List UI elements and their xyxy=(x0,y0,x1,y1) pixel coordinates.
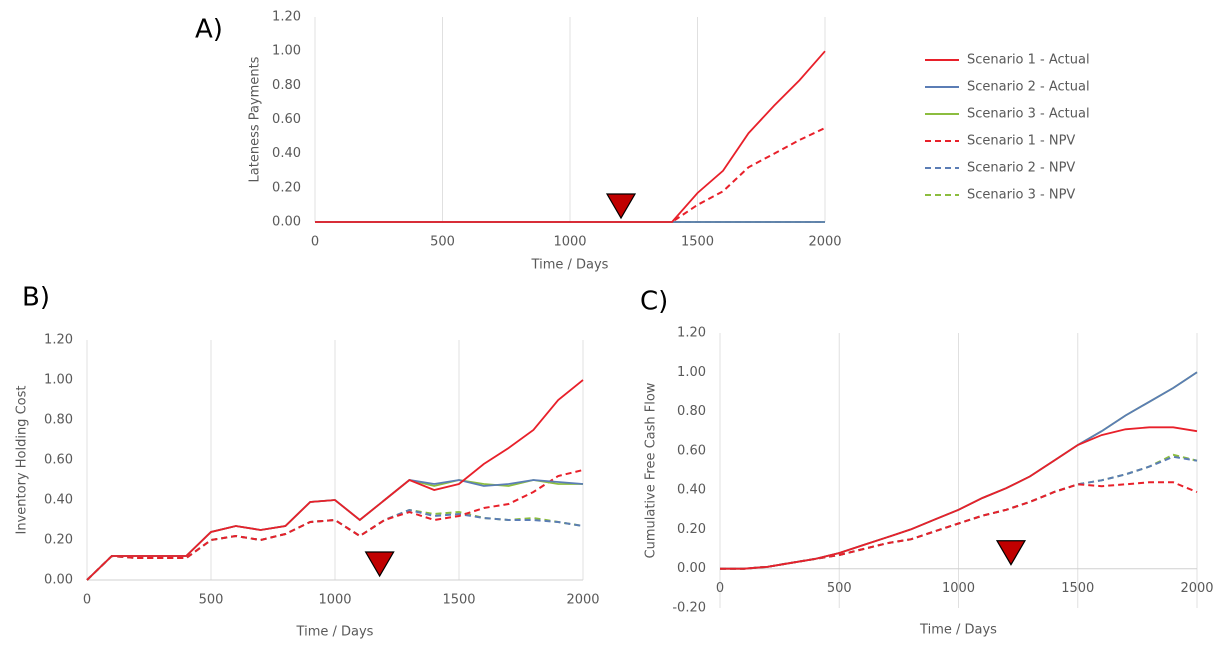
y-tick-label: 0.40 xyxy=(677,483,706,498)
x-tick-label: 1000 xyxy=(553,235,586,250)
panel-label: B) xyxy=(22,283,50,313)
event-marker xyxy=(364,551,395,578)
y-tick-label: 0.60 xyxy=(272,112,301,127)
y-tick-label: 1.20 xyxy=(677,326,706,341)
y-tick-label: 0.80 xyxy=(677,404,706,419)
y-tick-label: 1.00 xyxy=(44,373,73,388)
x-tick-label: 2000 xyxy=(566,593,599,608)
legend-label: Scenario 1 - Actual xyxy=(967,53,1090,68)
x-axis-label: Time / Days xyxy=(531,258,609,273)
x-tick-label: 0 xyxy=(311,235,319,250)
y-tick-label: 1.20 xyxy=(272,10,301,25)
legend-label: Scenario 3 - Actual xyxy=(967,107,1090,122)
x-axis-label: Time / Days xyxy=(296,625,374,640)
y-tick-label: 0.40 xyxy=(44,493,73,508)
event-marker xyxy=(995,540,1027,566)
x-tick-label: 1500 xyxy=(442,593,475,608)
x-tick-label: 2000 xyxy=(1180,581,1213,596)
series-line xyxy=(720,426,1198,570)
x-tick-label: 500 xyxy=(430,235,455,250)
y-tick-label: 0.80 xyxy=(44,413,73,428)
y-tick-label: 0.60 xyxy=(44,453,73,468)
y-tick-label: 1.20 xyxy=(44,333,73,348)
y-tick-label: 0.00 xyxy=(272,215,301,230)
series-line xyxy=(86,469,584,581)
series-line xyxy=(720,481,1198,570)
x-tick-label: 1000 xyxy=(942,581,975,596)
y-axis-label: Inventory Holding Cost xyxy=(15,386,30,535)
y-tick-label: 0.20 xyxy=(44,533,73,548)
series-line xyxy=(315,50,826,223)
y-axis-label: Lateness Payments xyxy=(248,56,263,182)
y-tick-label: 0.80 xyxy=(272,78,301,93)
x-tick-label: 500 xyxy=(199,593,224,608)
panel-label: A) xyxy=(195,15,223,45)
panel-label: C) xyxy=(640,287,668,317)
x-tick-label: 500 xyxy=(827,581,852,596)
x-tick-label: 1500 xyxy=(1061,581,1094,596)
legend-label: Scenario 1 - NPV xyxy=(967,134,1075,149)
y-tick-label: -0.20 xyxy=(672,601,706,616)
event-marker xyxy=(605,193,637,220)
legend-label: Scenario 2 - Actual xyxy=(967,80,1090,95)
y-tick-label: 0.40 xyxy=(272,146,301,161)
y-tick-label: 0.00 xyxy=(44,573,73,588)
x-tick-label: 1500 xyxy=(681,235,714,250)
x-axis-label: Time / Days xyxy=(919,623,997,638)
series-line xyxy=(86,379,584,581)
x-tick-label: 2000 xyxy=(808,235,841,250)
x-tick-label: 0 xyxy=(83,593,91,608)
x-tick-label: 1000 xyxy=(318,593,351,608)
legend-label: Scenario 3 - NPV xyxy=(967,188,1075,203)
y-tick-label: 1.00 xyxy=(677,365,706,380)
legend-label: Scenario 2 - NPV xyxy=(967,161,1075,176)
x-tick-label: 0 xyxy=(716,581,724,596)
y-tick-label: 0.20 xyxy=(677,522,706,537)
y-tick-label: 1.00 xyxy=(272,44,301,59)
y-tick-label: 0.00 xyxy=(677,561,706,576)
y-tick-label: 0.20 xyxy=(272,180,301,195)
y-axis-label: Cumulative Free Cash Flow xyxy=(644,382,659,558)
y-tick-label: 0.60 xyxy=(677,443,706,458)
